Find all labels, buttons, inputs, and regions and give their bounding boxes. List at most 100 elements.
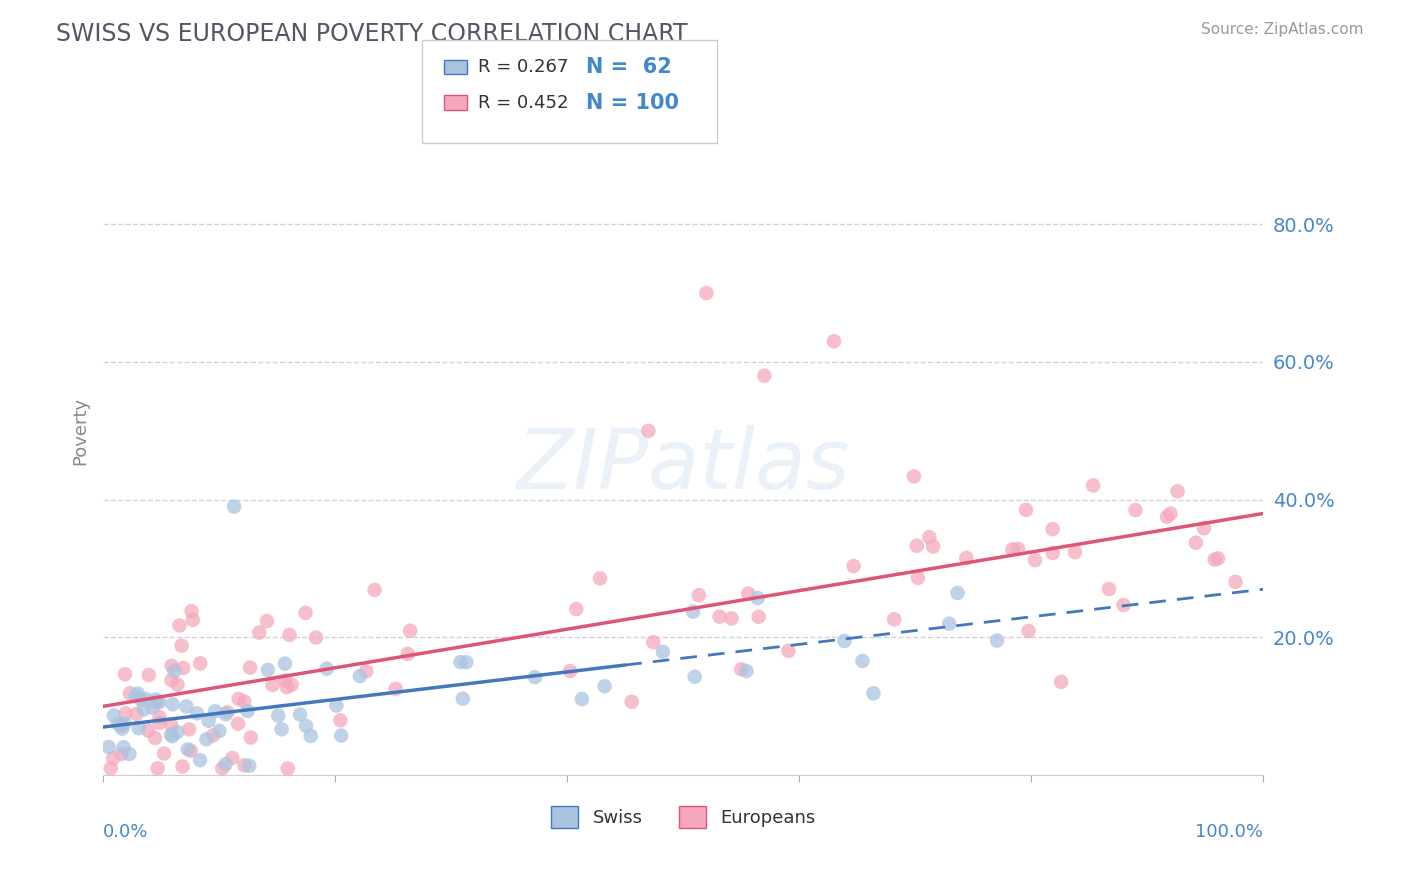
Point	[565, 602, 588, 616]
Point	[160, 673, 183, 688]
Point	[922, 540, 945, 554]
Point	[851, 654, 873, 668]
Point	[166, 725, 188, 739]
Point	[114, 716, 136, 731]
Point	[1112, 598, 1135, 612]
Point	[236, 704, 259, 718]
Point	[823, 334, 845, 349]
Point	[153, 747, 176, 761]
Point	[651, 645, 673, 659]
Point	[683, 670, 706, 684]
Point	[186, 706, 208, 721]
Point	[217, 705, 239, 719]
Text: N = 100: N = 100	[586, 93, 679, 112]
Point	[737, 586, 759, 600]
Point	[1098, 582, 1121, 596]
Point	[267, 708, 290, 723]
Point	[325, 698, 347, 713]
Point	[1192, 521, 1215, 535]
Point	[1081, 478, 1104, 492]
Point	[883, 612, 905, 626]
Point	[1125, 503, 1147, 517]
Point	[637, 424, 659, 438]
Point	[197, 714, 219, 728]
Point	[124, 689, 146, 703]
Point	[160, 728, 183, 742]
Point	[1206, 551, 1229, 566]
Point	[97, 739, 120, 754]
Point	[129, 692, 152, 706]
Point	[349, 669, 371, 683]
Point	[125, 706, 148, 721]
Point	[214, 757, 236, 772]
Point	[195, 732, 218, 747]
Legend: Swiss, Europeans: Swiss, Europeans	[544, 798, 823, 835]
Point	[695, 286, 717, 301]
Text: 100.0%: 100.0%	[1195, 823, 1263, 841]
Point	[180, 604, 202, 618]
Point	[148, 695, 170, 709]
Point	[589, 571, 612, 585]
Point	[1156, 509, 1178, 524]
Point	[305, 631, 328, 645]
Point	[136, 723, 159, 738]
Point	[688, 588, 710, 602]
Point	[903, 469, 925, 483]
Point	[233, 694, 256, 708]
Text: 0.0%: 0.0%	[103, 823, 149, 841]
Point	[709, 609, 731, 624]
Point	[114, 667, 136, 681]
Point	[128, 721, 150, 735]
Point	[1204, 552, 1226, 566]
Point	[748, 609, 770, 624]
Point	[111, 718, 134, 732]
Point	[1159, 507, 1181, 521]
Point	[222, 500, 245, 514]
Point	[288, 707, 311, 722]
Point	[329, 714, 352, 728]
Point	[142, 700, 165, 714]
Point	[274, 657, 297, 671]
Point	[146, 761, 169, 775]
Point	[330, 729, 353, 743]
Point	[294, 606, 316, 620]
Point	[166, 677, 188, 691]
Point	[278, 628, 301, 642]
Point	[276, 680, 298, 694]
Point	[221, 751, 243, 765]
Point	[918, 530, 941, 544]
Point	[145, 695, 167, 709]
Text: Source: ZipAtlas.com: Source: ZipAtlas.com	[1201, 22, 1364, 37]
Point	[363, 582, 385, 597]
Point	[720, 611, 742, 625]
Text: SWISS VS EUROPEAN POVERTY CORRELATION CHART: SWISS VS EUROPEAN POVERTY CORRELATION CH…	[56, 22, 688, 46]
Point	[456, 655, 478, 669]
Text: R = 0.267: R = 0.267	[478, 58, 568, 76]
Point	[274, 673, 297, 688]
Point	[1042, 522, 1064, 536]
Point	[295, 719, 318, 733]
Point	[112, 740, 135, 755]
Text: R = 0.452: R = 0.452	[478, 94, 568, 112]
Point	[132, 702, 155, 716]
Point	[181, 613, 204, 627]
Point	[162, 729, 184, 743]
Point	[100, 761, 122, 775]
Point	[1225, 574, 1247, 589]
Point	[1042, 546, 1064, 560]
Point	[233, 758, 256, 772]
Point	[938, 616, 960, 631]
Point	[127, 687, 149, 701]
Point	[1001, 542, 1024, 557]
Point	[145, 692, 167, 706]
Point	[110, 747, 132, 761]
Point	[1184, 535, 1206, 549]
Point	[558, 664, 581, 678]
Point	[747, 591, 769, 605]
Point	[1015, 503, 1038, 517]
Point	[101, 751, 124, 765]
Point	[226, 716, 249, 731]
Point	[955, 550, 977, 565]
Point	[262, 678, 284, 692]
Point	[682, 605, 704, 619]
